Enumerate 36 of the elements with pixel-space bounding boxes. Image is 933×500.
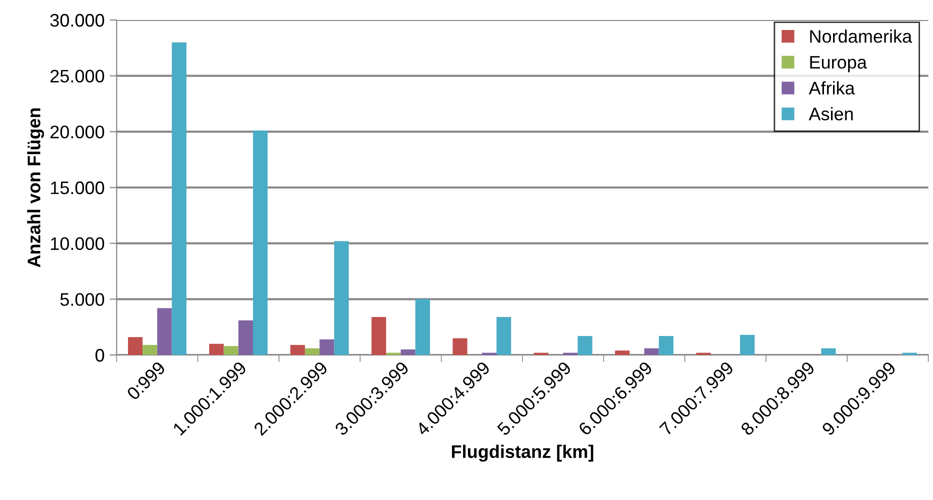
bar xyxy=(157,308,172,355)
bar xyxy=(290,344,305,355)
bar xyxy=(496,317,512,355)
bar xyxy=(372,317,386,355)
bar xyxy=(128,337,143,355)
y-tick-label: 15.000 xyxy=(50,181,104,194)
bar xyxy=(304,348,320,355)
y-axis-title: Anzahl von Flügen xyxy=(27,108,44,268)
x-axis-title: Flugdistanz [km] xyxy=(452,444,594,462)
y-tick-label: 20.000 xyxy=(50,126,104,138)
y-tick-label: 0 xyxy=(95,348,104,362)
legend-label: Europa xyxy=(810,56,867,72)
bar xyxy=(209,344,224,355)
bar xyxy=(452,338,468,355)
bar xyxy=(320,339,334,355)
bar xyxy=(578,336,592,355)
bar xyxy=(172,42,186,355)
legend-label: Afrika xyxy=(808,81,855,95)
y-tick-label: 5.000 xyxy=(60,293,104,306)
bar xyxy=(252,130,268,355)
y-tick-label: 25.000 xyxy=(50,70,104,83)
bar xyxy=(821,348,836,355)
legend-label: Nordamerika xyxy=(810,30,912,43)
bar xyxy=(415,299,430,355)
bar xyxy=(238,320,253,355)
bar xyxy=(644,348,659,355)
bar xyxy=(615,350,630,355)
legend-label: Asien xyxy=(808,107,853,120)
bar xyxy=(740,334,755,355)
y-tick-label: 30.000 xyxy=(50,14,104,27)
bar xyxy=(224,346,238,355)
bar xyxy=(400,349,416,355)
bar xyxy=(658,336,674,355)
y-tick-label: 10.000 xyxy=(50,237,104,250)
bar xyxy=(334,241,349,355)
bar xyxy=(142,344,158,355)
